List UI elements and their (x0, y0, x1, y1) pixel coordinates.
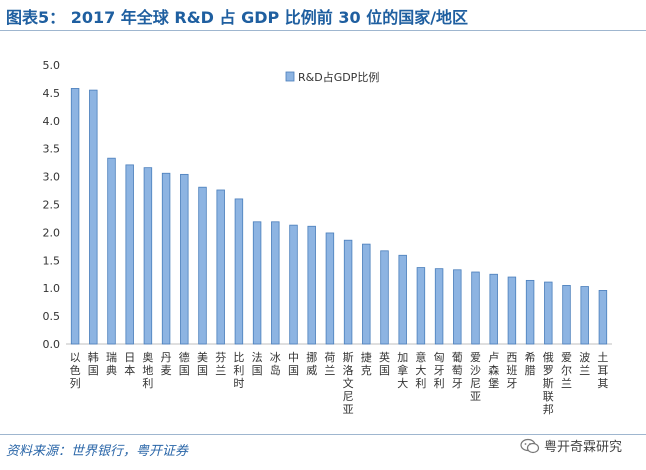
x-category-label: 爱沙尼亚 (470, 351, 481, 403)
y-tick-label: 3.5 (43, 143, 61, 156)
x-category-label: 西班牙 (506, 351, 517, 390)
x-category-label: 奥地利 (142, 350, 153, 390)
legend: R&D占GDP比例 (285, 70, 379, 84)
bar-chart: 0.0 0.5 1.0 1.5 2.0 2.5 3.0 3.5 4.0 4.5 5.0 以色列韩国瑞典… (43, 59, 612, 416)
x-category-label: 卢森堡 (488, 351, 499, 390)
y-tick-label: 2.5 (43, 199, 61, 212)
source-divider (0, 434, 646, 435)
y-tick-label: 0.0 (43, 338, 61, 351)
y-tick-label: 3.0 (43, 171, 61, 184)
bar (598, 290, 608, 345)
y-tick-label: 2.0 (43, 226, 61, 239)
x-category-label: 英国 (379, 350, 390, 377)
x-category-label: 意大利 (415, 350, 426, 390)
bar (471, 271, 480, 345)
x-category-label: 中国 (288, 351, 299, 377)
bar (453, 269, 462, 345)
title-divider (0, 30, 646, 31)
bar (416, 267, 426, 345)
x-category-label: 美国 (197, 351, 208, 377)
bar (398, 254, 407, 345)
x-category-label: 挪威 (306, 350, 317, 377)
bar (307, 225, 316, 345)
y-tick-label: 0.5 (43, 310, 61, 323)
x-category-label: 匈牙利 (434, 350, 445, 390)
bar (343, 239, 353, 345)
x-category-label: 斯洛文尼亚 (343, 351, 354, 416)
bar (362, 243, 371, 345)
y-tick-label: 4.5 (43, 87, 61, 100)
x-category-label: 日本 (124, 351, 135, 377)
bar (143, 167, 153, 345)
legend-swatch (285, 71, 295, 82)
bar (107, 157, 116, 345)
x-category-label: 法国 (252, 350, 263, 377)
bar (562, 285, 571, 345)
x-category-label: 加拿大 (397, 351, 408, 390)
x-category-label: 芬兰 (215, 351, 226, 377)
x-category-label: 葡萄牙 (452, 351, 463, 390)
bar (234, 198, 244, 345)
x-category-label: 冰岛 (270, 351, 281, 377)
bar (380, 250, 389, 345)
bar (70, 88, 80, 345)
x-category-label: 德国 (179, 350, 190, 377)
bar (252, 221, 262, 345)
bar (325, 232, 335, 345)
x-category-label: 捷克 (361, 350, 372, 377)
watermark-text: 粤开奇霖研究 (543, 440, 622, 455)
bar (216, 189, 225, 345)
x-category-label: 爱尔兰 (561, 351, 572, 390)
bar (271, 221, 280, 345)
bar (180, 173, 189, 345)
bar (507, 276, 517, 345)
bar (125, 164, 134, 345)
x-category-label: 波兰 (579, 351, 590, 377)
y-tick-label: 4.0 (43, 115, 61, 128)
x-category-label: 土耳其 (597, 351, 608, 390)
chart-title-row: 图表5： 2017 年全球 R&D 占 GDP 比例前 30 位的国家/地区 (6, 4, 468, 28)
bar (289, 224, 298, 345)
bar (161, 172, 171, 345)
bar (544, 281, 553, 345)
y-tick-label: 1.0 (43, 282, 61, 295)
x-category-label: 瑞典 (106, 350, 117, 377)
x-category-label: 韩国 (88, 350, 99, 377)
x-category-label: 希腊 (525, 350, 536, 377)
bar (198, 186, 207, 345)
x-category-label: 荷兰 (324, 351, 335, 377)
bar (489, 273, 498, 345)
x-category-label: 比利时 (233, 351, 244, 390)
y-tick-label: 5.0 (43, 59, 61, 72)
legend-label: R&D占GDP比例 (298, 70, 379, 84)
x-category-label: 以色列 (70, 351, 81, 390)
wechat-icon (520, 438, 540, 453)
bar (580, 286, 589, 345)
bar (434, 268, 444, 345)
x-category-label: 俄罗斯联邦 (543, 351, 554, 416)
bar (525, 279, 535, 345)
figure-title: 图表5： 2017 年全球 R&D 占 GDP 比例前 30 位的国家/地区 (6, 8, 469, 27)
x-category-label: 丹麦 (161, 351, 172, 377)
watermark: 粤开奇霖研究 (520, 436, 622, 455)
source-note: 资料来源：世界银行，粤开证券 (6, 444, 189, 459)
y-tick-label: 1.5 (43, 254, 61, 267)
bar (89, 89, 98, 345)
